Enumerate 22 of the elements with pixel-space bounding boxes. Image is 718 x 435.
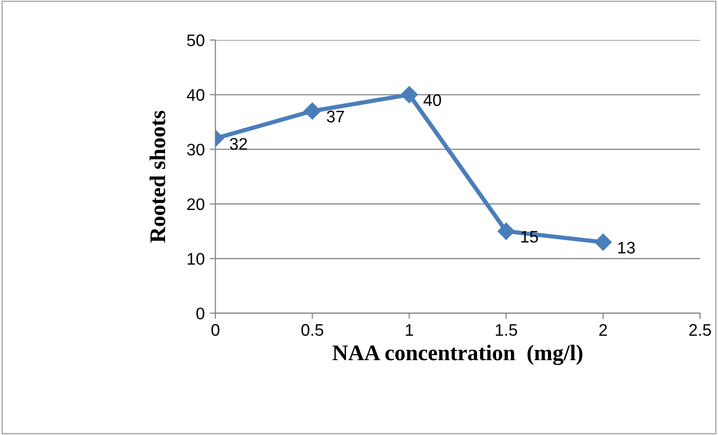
point [498,222,515,240]
y-tick-label: 0 [196,308,204,320]
point [304,102,321,120]
y-tick-label: 50 [187,34,204,46]
data-label: 13 [618,242,635,254]
point [400,86,418,104]
x-tick-label: 0.5 [301,324,324,336]
point [594,234,612,251]
x-axis-title: NAA concentration (mg/l) [332,344,582,366]
y-tick-label: 10 [188,252,204,265]
x-tick-label: 2 [599,324,607,336]
x-tick-label: 1.5 [496,324,518,336]
x-tick-label: 0 [211,324,220,336]
y-tick-label: 20 [187,198,204,210]
data-label: 40 [424,94,442,106]
data-label: 37 [326,110,344,122]
y-tick-label: 40 [186,89,204,101]
x-tick-label: 1 [406,324,414,336]
x-tick-label: 2.5 [689,324,711,336]
y-tick-label: 30 [187,144,204,156]
y-axis-title: Rooted shoots [150,110,166,243]
data-label: 32 [230,138,247,150]
